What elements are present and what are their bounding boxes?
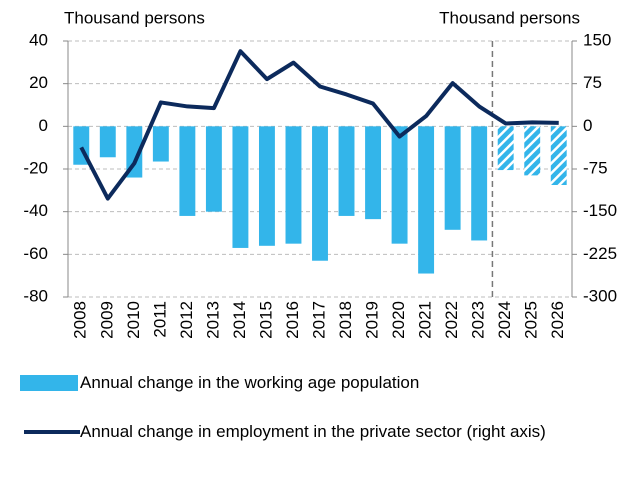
y-tick-label: -80 (23, 286, 48, 305)
x-tick-label: 2026 (548, 301, 567, 339)
bar (497, 126, 514, 171)
y-tick-label: 40 (29, 30, 48, 49)
y-tick-label: -60 (23, 244, 48, 263)
x-tick-label: 2019 (363, 301, 382, 339)
x-tick-label: 2012 (177, 301, 196, 339)
bar (205, 126, 222, 212)
x-tick-label: 2010 (124, 301, 143, 339)
y-tick-label: -40 (23, 201, 48, 220)
bar (550, 126, 567, 185)
x-tick-label: 2022 (442, 301, 461, 339)
bar (179, 126, 196, 216)
y-axis-label: Thousand persons (64, 8, 205, 27)
x-tick-label: 2009 (97, 301, 116, 339)
line (79, 49, 559, 201)
bar (365, 126, 382, 220)
bar (391, 126, 408, 244)
bar (338, 126, 355, 216)
x-tick-label: 2013 (203, 301, 222, 339)
y-tick-label: 0 (39, 116, 48, 135)
bar (444, 126, 461, 230)
legend-swatch (20, 375, 78, 391)
y2-tick-label: 150 (583, 30, 611, 49)
bar (152, 126, 169, 162)
bar (99, 126, 116, 158)
y2-tick-label: -300 (583, 286, 617, 305)
y2-tick-label: 75 (583, 73, 602, 92)
y2-tick-label: -150 (583, 201, 617, 220)
legend-label: Annual change in employment in the priva… (80, 422, 546, 441)
bar (418, 126, 435, 274)
x-tick-label: 2024 (495, 301, 514, 339)
y-tick-label: 20 (29, 73, 48, 92)
x-tick-label: 2018 (336, 301, 355, 339)
legend-label: Annual change in the working age populat… (80, 373, 420, 392)
bar (312, 126, 328, 261)
x-tick-label: 2008 (71, 301, 90, 339)
bar (285, 126, 302, 244)
x-tick-label: 2025 (522, 301, 541, 339)
bar (258, 126, 275, 246)
x-tick-label: 2016 (283, 301, 302, 339)
x-tick-label: 2015 (256, 301, 275, 339)
x-tick-label: 2021 (416, 301, 435, 339)
y2-tick-label: -75 (583, 158, 608, 177)
bar (126, 126, 143, 178)
bar (232, 126, 249, 248)
legend-item: Annual change in the working age populat… (80, 373, 420, 392)
x-tick-label: 2017 (309, 301, 328, 339)
bar (471, 126, 488, 241)
x-tick-label: 2020 (389, 301, 408, 339)
x-tick-label: 2011 (150, 301, 169, 338)
y2-axis-label: Thousand persons (439, 8, 580, 27)
y2-tick-label: -225 (583, 244, 617, 263)
bar (524, 126, 541, 176)
x-tick-label: 2014 (230, 301, 249, 339)
x-tick-label: 2023 (469, 301, 488, 339)
y-tick-label: -20 (23, 158, 48, 177)
legend-item: Annual change in employment in the priva… (80, 422, 546, 441)
y2-tick-label: 0 (583, 116, 592, 135)
